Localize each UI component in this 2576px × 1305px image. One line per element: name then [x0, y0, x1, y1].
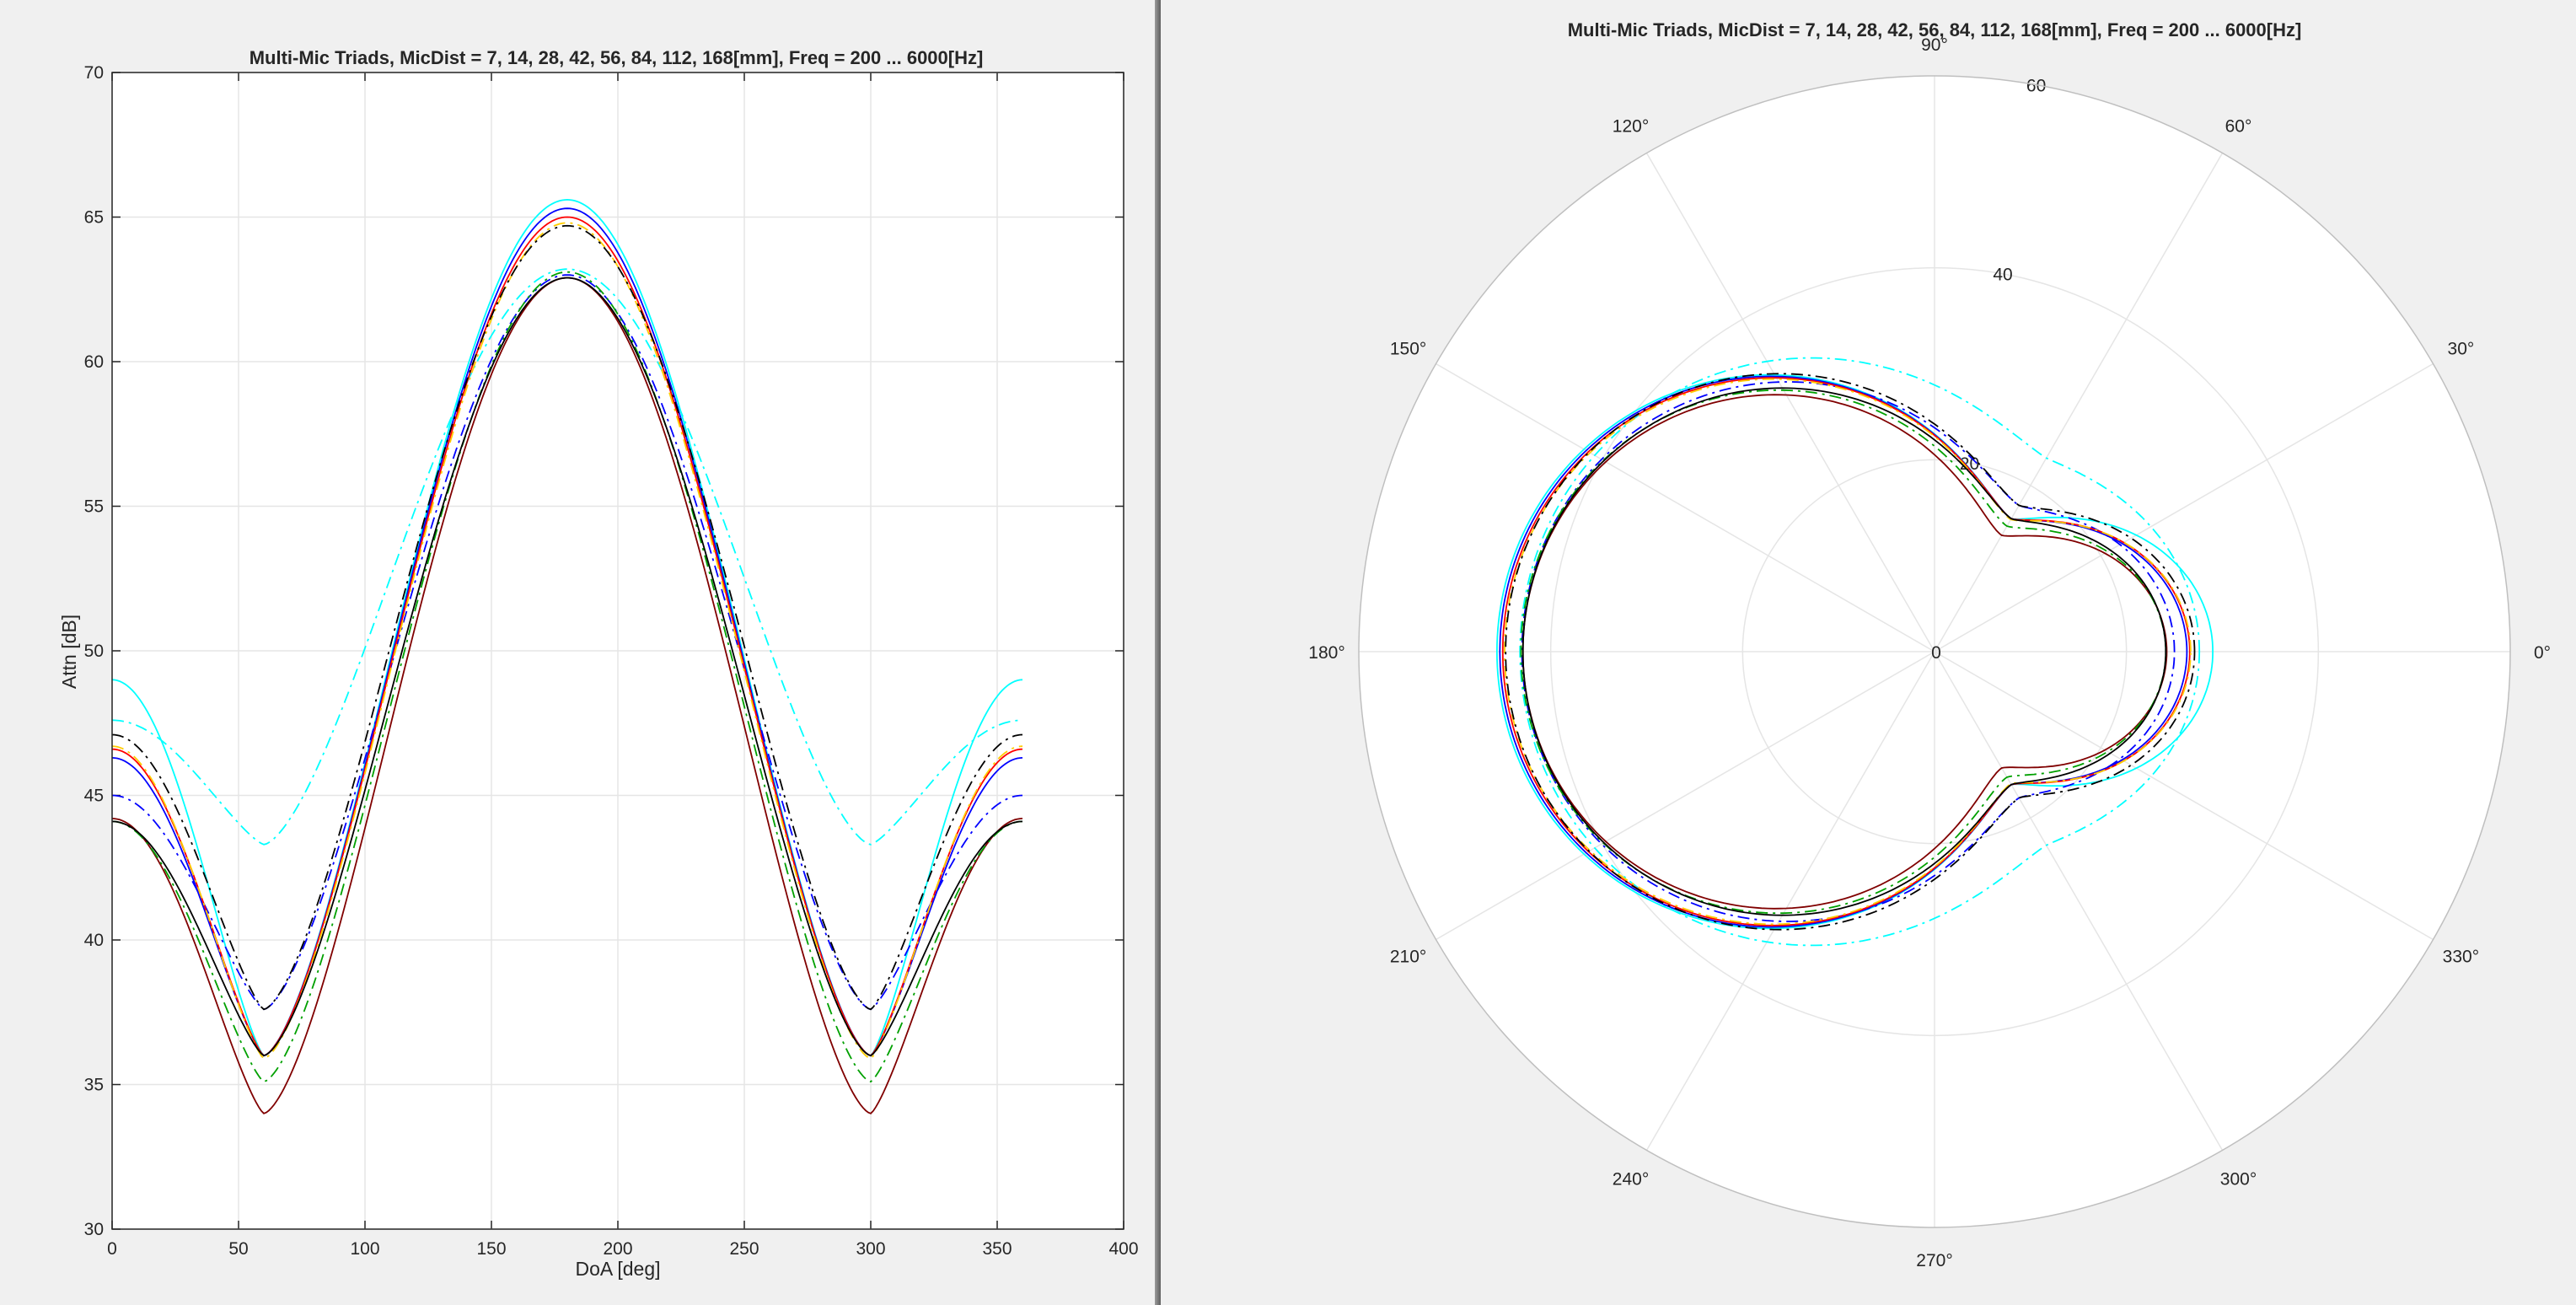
polar-series-line-6: [1504, 378, 2192, 926]
angular-gridline: [1645, 153, 1935, 652]
theta-tick-label: 330°: [2443, 948, 2479, 967]
theta-tick-label: 180°: [1308, 643, 1344, 663]
theta-tick-label: 150°: [1390, 340, 1426, 359]
plot-frame: [111, 72, 1124, 1230]
angular-gridline: [1934, 153, 2224, 652]
theta-tick-label: 120°: [1613, 117, 1649, 137]
y-tick-label: 45: [84, 787, 104, 806]
y-axis-label: Attn [dB]: [58, 615, 80, 689]
right-figure-window: Multi-Mic Triads, MicDist = 7, 14, 28, 4…: [1161, 0, 2576, 1305]
x-tick-label: 150: [476, 1239, 506, 1259]
theta-tick-label: 60°: [2225, 117, 2252, 137]
theta-tick-label: 270°: [1916, 1251, 1952, 1270]
x-tick-label: 0: [107, 1239, 117, 1259]
angular-gridline: [1436, 362, 1935, 652]
x-tick-label: 250: [729, 1239, 759, 1259]
x-tick-label: 100: [350, 1239, 379, 1259]
r-tick-label: 0: [1931, 643, 1941, 663]
angular-gridline: [1934, 651, 2434, 941]
r-tick-label: 40: [1993, 266, 2012, 285]
angular-gridline: [1645, 651, 1935, 1151]
y-tick-label: 60: [84, 352, 104, 372]
x-tick-label: 350: [982, 1239, 1012, 1259]
polar-series-line-9: [1520, 389, 2167, 915]
angular-gridline: [1934, 651, 2224, 1151]
x-tick-label: 400: [1108, 1239, 1138, 1259]
theta-tick-label: 30°: [2448, 340, 2475, 359]
y-tick-label: 40: [84, 931, 104, 950]
polar-series-line-10: [1521, 387, 2167, 916]
cartesian-chart: Multi-Mic Triads, MicDist = 7, 14, 28, 4…: [58, 47, 1139, 1280]
theta-tick-label: 210°: [1390, 948, 1426, 967]
y-tick-label: 65: [84, 208, 104, 228]
left-figure-window: Multi-Mic Triads, MicDist = 7, 14, 28, 4…: [0, 0, 1155, 1305]
y-tick-label: 30: [84, 1220, 104, 1239]
cartesian-chart-title: Multi-Mic Triads, MicDist = 7, 14, 28, 4…: [250, 47, 984, 68]
y-tick-label: 35: [84, 1076, 104, 1095]
polar-outer-ring: [1358, 75, 2511, 1228]
polar-chart-title: Multi-Mic Triads, MicDist = 7, 14, 28, 4…: [1568, 19, 2302, 40]
x-tick-label: 300: [856, 1239, 885, 1259]
theta-tick-label: 300°: [2220, 1169, 2257, 1189]
polar-series-line-4: [1521, 381, 2176, 922]
y-tick-label: 70: [84, 63, 104, 83]
series-line-2: [111, 268, 1023, 846]
series-line-7: [111, 224, 1023, 1011]
x-axis-label: DoA [deg]: [575, 1258, 660, 1280]
polar-series-line-7: [1505, 373, 2196, 931]
x-tick-label: 50: [228, 1239, 248, 1259]
r-tick-label: 60: [2026, 76, 2046, 95]
x-tick-label: 200: [603, 1239, 632, 1259]
theta-tick-label: 240°: [1613, 1169, 1649, 1189]
angular-gridline: [1934, 362, 2434, 652]
y-tick-label: 50: [84, 642, 104, 661]
theta-tick-label: 90°: [1921, 35, 1948, 55]
polar-chart: Multi-Mic Triads, MicDist = 7, 14, 28, 4…: [1308, 19, 2551, 1270]
angular-gridline: [1436, 651, 1935, 941]
y-tick-label: 55: [84, 497, 104, 517]
series-line-9: [111, 271, 1023, 1083]
window-divider: [1155, 0, 1161, 1305]
theta-tick-label: 0°: [2534, 643, 2551, 663]
polar-series-line-2: [1519, 357, 2201, 947]
series-line-10: [111, 277, 1023, 1057]
